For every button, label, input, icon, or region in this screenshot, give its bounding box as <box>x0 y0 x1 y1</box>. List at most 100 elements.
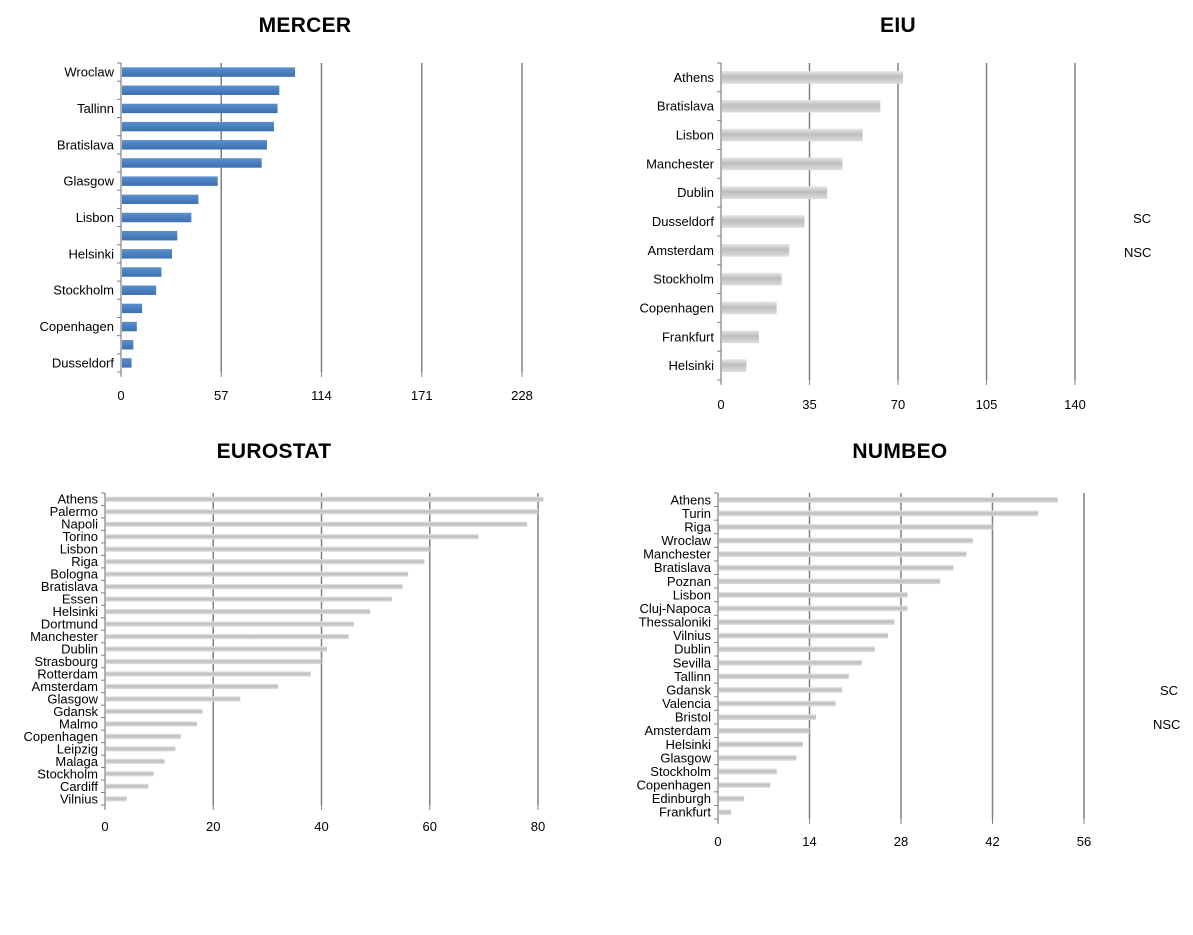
legend-bottom: SC NSC <box>1153 683 1180 732</box>
mercer-bar <box>122 158 262 168</box>
mercer-panel: MERCER 0 57 114 171 228 Wroclaw Tallinn Bratisl… <box>40 14 533 403</box>
eiu-bar <box>722 272 782 286</box>
eiu-category-label: Stockholm <box>653 272 714 287</box>
mercer-category-label: Stockholm <box>53 283 114 298</box>
numbeo-category-label: Copenhagen <box>637 778 711 793</box>
mercer-x-tick-label: 0 <box>117 388 124 403</box>
numbeo-category-label: Manchester <box>643 547 712 562</box>
numbeo-category-label: Gdansk <box>666 682 711 697</box>
numbeo-bar <box>719 741 803 748</box>
eurostat-bar <box>106 746 176 752</box>
eurostat-bar <box>106 708 203 715</box>
eurostat-bar <box>106 509 538 515</box>
eurostat-bar <box>106 571 409 577</box>
eiu-x-tick-label: 35 <box>802 397 816 412</box>
numbeo-category-label: Turin <box>682 506 711 521</box>
eurostat-bar <box>106 758 165 764</box>
numbeo-x-tick-label: 42 <box>985 834 999 849</box>
eurostat-bar <box>106 721 198 727</box>
mercer-bar <box>122 67 296 77</box>
numbeo-bar <box>719 795 745 802</box>
numbeo-category-label: Sevilla <box>673 655 712 670</box>
mercer-category-label: Glasgow <box>63 174 114 189</box>
eurostat-category-label: Palermo <box>50 504 98 519</box>
mercer-bar <box>122 140 267 150</box>
numbeo-category-label: Bratislava <box>654 560 712 575</box>
numbeo-x-tick-label: 56 <box>1077 834 1091 849</box>
numbeo-category-label: Tallinn <box>674 669 711 684</box>
numbeo-chart-title: NUMBEO <box>852 440 947 463</box>
eurostat-x-tick-label: 80 <box>531 819 545 834</box>
eurostat-chart-title: EUROSTAT <box>217 440 332 463</box>
eurostat-category-label: Athens <box>58 492 99 507</box>
legend-top-sc: SC <box>1133 211 1151 226</box>
eurostat-category-label: Malmo <box>59 716 98 731</box>
eurostat-bar <box>106 534 479 540</box>
mercer-bar <box>122 249 173 259</box>
mercer-x-tick-label: 57 <box>214 388 228 403</box>
numbeo-plot-area: 0 14 28 42 56 AthensTurinRigaWroclawMancheste… <box>637 492 1092 849</box>
numbeo-category-label: Glasgow <box>660 750 711 765</box>
eiu-bar <box>722 215 805 228</box>
numbeo-bar <box>719 524 993 530</box>
numbeo-bar <box>719 496 1058 503</box>
eiu-x-tick-label: 140 <box>1064 397 1086 412</box>
mercer-bar <box>122 212 192 223</box>
eurostat-category-label: Essen <box>62 592 98 607</box>
numbeo-bar <box>719 673 849 680</box>
numbeo-category-label: Lisbon <box>673 587 711 602</box>
eurostat-bar <box>106 796 127 802</box>
eurostat-bar <box>106 496 544 502</box>
eurostat-bar <box>106 596 392 602</box>
eiu-chart-title: EIU <box>880 14 916 37</box>
eiu-bar <box>722 243 790 257</box>
eurostat-category-label: Malaga <box>55 754 98 769</box>
eurostat-category-label: Leipzig <box>57 741 98 756</box>
eiu-category-label: Helsinki <box>668 358 714 373</box>
numbeo-category-label: Frankfurt <box>659 805 711 820</box>
eurostat-category-label: Amsterdam <box>32 679 98 694</box>
eiu-category-label: Frankfurt <box>662 329 714 344</box>
mercer-category-label: Helsinki <box>68 246 114 261</box>
numbeo-category-label: Bristol <box>675 710 711 725</box>
numbeo-bar <box>719 755 797 761</box>
numbeo-bar <box>719 768 777 775</box>
legend-top: SC NSC <box>1124 211 1151 260</box>
eiu-bar <box>722 359 747 372</box>
eurostat-bar <box>106 546 430 552</box>
eurostat-bar <box>106 771 154 777</box>
numbeo-bar <box>719 619 895 625</box>
numbeo-bar <box>719 537 973 544</box>
eurostat-x-tick-label: 60 <box>423 819 437 834</box>
eurostat-bar <box>106 696 241 702</box>
legend-bottom-sc: SC <box>1160 683 1178 698</box>
mercer-bar <box>122 103 278 114</box>
mercer-x-tick-label: 114 <box>311 388 332 403</box>
eurostat-bar <box>106 608 371 615</box>
numbeo-bar <box>719 782 771 788</box>
mercer-category-label: Wroclaw <box>64 65 114 80</box>
mercer-category-label: Dusseldorf <box>52 355 115 370</box>
eurostat-bar <box>106 671 311 677</box>
numbeo-bar <box>719 714 817 720</box>
eiu-category-label: Bratislava <box>657 99 715 114</box>
numbeo-category-label: Valencia <box>662 696 712 711</box>
eurostat-category-label: Napoli <box>61 517 98 532</box>
eurostat-category-label: Manchester <box>30 629 99 644</box>
eiu-x-tick-label: 70 <box>891 397 905 412</box>
eurostat-category-label: Vilnius <box>60 791 99 806</box>
numbeo-bar <box>719 809 732 816</box>
eurostat-bar <box>106 658 322 665</box>
numbeo-bar <box>719 727 810 734</box>
mercer-category-label: Tallinn <box>77 101 114 116</box>
mercer-x-tick-label: 228 <box>511 388 533 403</box>
mercer-bar <box>122 358 132 368</box>
eurostat-bar <box>106 621 354 627</box>
eurostat-plot-area: 0 20 40 60 80 AthensPalermoNapoliTorinoLisbon… <box>24 492 546 834</box>
legend-top-nsc: NSC <box>1124 245 1151 260</box>
eiu-plot-area: 0 35 70 105 140 Athens Bratislava Lisbon Manches… <box>640 62 1086 412</box>
eurostat-category-label: Stockholm <box>37 766 98 781</box>
numbeo-bar <box>719 632 888 639</box>
numbeo-bar <box>719 551 967 557</box>
